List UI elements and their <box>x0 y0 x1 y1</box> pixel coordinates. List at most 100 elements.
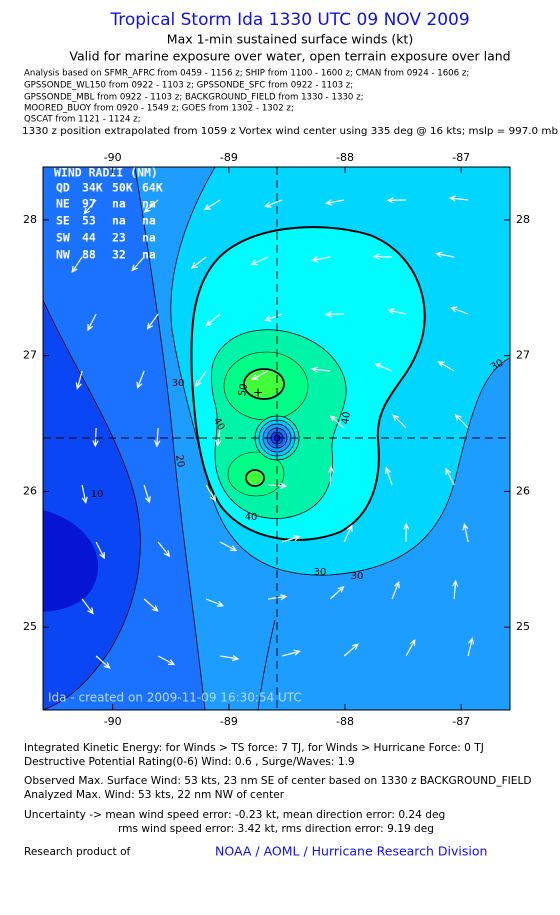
lon-label: -89 <box>220 151 238 164</box>
wind-arrow-head <box>190 262 198 269</box>
wind-arrow-head <box>250 259 258 266</box>
lat-label: 25 <box>23 620 37 633</box>
analysis-line: Analysis based on SFMR_AFRC from 0459 - … <box>24 69 469 79</box>
radii-header: QD <box>56 181 70 195</box>
wind-arrow <box>265 199 283 208</box>
wind-arrow-head <box>327 465 335 473</box>
wind-arrow-head <box>372 253 380 260</box>
contour-label: 30 <box>351 571 364 582</box>
wind-arrow-head <box>435 251 443 258</box>
wind-arrow-head <box>144 496 151 504</box>
radii-cell: 88 <box>82 248 96 262</box>
wind-arrow-head <box>131 264 138 272</box>
wind-arrow <box>205 598 224 607</box>
lat-label: 27 <box>516 349 530 362</box>
uncertainty: rms wind speed error: 3.42 kt, rms direc… <box>118 823 434 835</box>
wind-arrow-head <box>324 311 332 318</box>
wind-arrow <box>455 414 469 429</box>
radii-cell: na <box>142 248 156 262</box>
validity: Valid for marine exposure over water, op… <box>69 49 510 64</box>
wind-arrow <box>405 639 416 657</box>
contour-20 <box>134 167 206 710</box>
wind-arrow <box>205 313 221 327</box>
wind-arrow-head <box>452 579 459 587</box>
wind-arrow <box>312 256 331 261</box>
wind-arrow-head <box>293 535 301 542</box>
wind-arrow <box>94 427 97 447</box>
lat-label: 27 <box>23 349 37 362</box>
radii-cell: na <box>142 214 156 228</box>
research-label: Research product of <box>24 846 131 858</box>
wind-arrow-head <box>448 195 457 202</box>
credit: Ida - created on 2009-11-09 16:30:54 UTC <box>48 691 302 705</box>
title: Tropical Storm Ida 1330 UTC 09 NOV 2009 <box>109 10 469 30</box>
wind-arrow <box>312 368 331 372</box>
wind-arrow <box>436 253 455 258</box>
radii-cell: SE <box>56 214 70 228</box>
wind-arrow <box>453 581 457 600</box>
uncertainty: Uncertainty -> mean wind speed error: -0… <box>24 809 445 821</box>
wind-arrow-head <box>384 466 391 475</box>
wind-arrow-head <box>99 552 105 560</box>
field-50-plus <box>245 469 265 487</box>
analysis-line: GPSSONDE_WL150 from 0922 - 1103 z; GPSSO… <box>24 81 353 91</box>
radii-cell: na <box>142 197 156 211</box>
wind-arrow <box>463 524 469 543</box>
wind-arrow-head <box>454 414 462 421</box>
wind-arrow-head <box>250 374 259 380</box>
org-link[interactable]: NOAA / AOML / Hurricane Research Divisio… <box>215 844 487 859</box>
analysis-line: MOORED_BUOY from 0920 - 1549 z; GOES fro… <box>24 104 294 114</box>
lat-label: 28 <box>23 213 37 226</box>
analyzed-max: Analyzed Max. Wind: 53 kts, 22 nm NW of … <box>24 789 285 801</box>
wind-arrow-head <box>87 607 94 615</box>
wind-arrow <box>445 468 455 486</box>
wind-arrow-head <box>351 643 359 651</box>
wind-arrow-head <box>387 308 395 315</box>
lat-label: 25 <box>516 620 530 633</box>
wind-arrow <box>81 484 87 503</box>
map-frame <box>42 166 511 711</box>
wind-vectors <box>71 195 475 669</box>
field-0-10 <box>43 300 141 710</box>
wind-arrow-head <box>409 638 416 647</box>
wind-arrow <box>251 256 269 265</box>
radii-cell: na <box>112 214 126 228</box>
wind-arrow-head <box>75 382 82 390</box>
radii-title: WIND RADII (NM) <box>54 166 158 180</box>
wind-arrow-head <box>205 319 213 327</box>
wind-arrow <box>326 199 345 204</box>
wind-arrow <box>281 536 300 543</box>
wind-arrow-head <box>263 315 272 322</box>
wind-arrow-head <box>136 381 143 390</box>
analysis-line: QSCAT from 1121 - 1124 z; <box>24 115 141 125</box>
wind-arrow-head <box>195 379 202 388</box>
lon-label: -87 <box>452 151 470 164</box>
wind-arrow <box>195 370 207 387</box>
wind-arrow <box>216 427 221 446</box>
contour-label: 30 <box>172 378 185 389</box>
wind-arrow <box>205 484 216 501</box>
contour-label: 40 <box>340 411 353 425</box>
axes: -90 -90 -89 -89 -88 -88 -87 -87 25 25 26 26 27 27 28 28 <box>23 151 530 728</box>
radii-cell: 53 <box>82 214 96 228</box>
wind-arrow-head <box>154 440 161 448</box>
wind-arrow-head <box>216 600 225 607</box>
wind-arrow <box>95 541 105 559</box>
wind-arrow <box>144 199 159 213</box>
wind-arrow-head <box>392 414 400 422</box>
wind-arrow-head <box>83 207 91 215</box>
lon-label: -90 <box>104 151 122 164</box>
dpr: Destructive Potential Rating(0-6) Wind: … <box>24 756 355 768</box>
lat-label: 26 <box>516 484 530 497</box>
wind-arrow-head <box>462 523 469 531</box>
wind-arrow-head <box>346 524 353 532</box>
wind-arrow-head <box>280 482 288 489</box>
contour-label: 50 <box>237 383 250 397</box>
wind-arrow <box>374 255 393 258</box>
radii-cell: 32 <box>112 248 126 262</box>
wind-arrow <box>329 466 332 486</box>
wind-arrow-head <box>374 363 382 369</box>
wind-arrow-head <box>325 199 333 206</box>
wind-arrow-head <box>445 467 452 475</box>
